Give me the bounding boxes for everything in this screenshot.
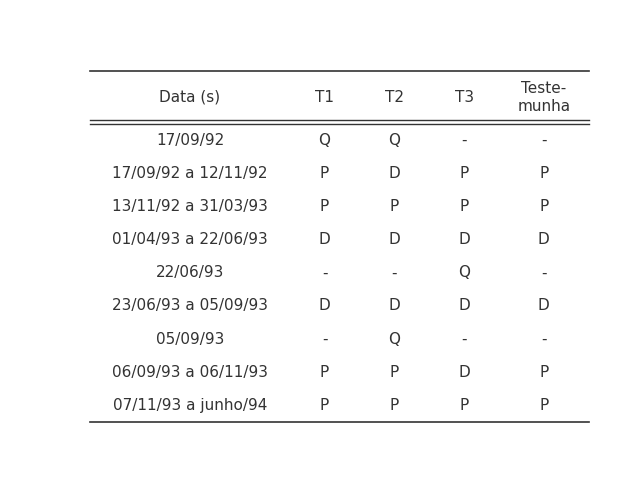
Text: P: P (320, 199, 329, 214)
Text: D: D (388, 232, 400, 247)
Text: 22/06/93: 22/06/93 (156, 265, 224, 281)
Text: D: D (388, 166, 400, 181)
Text: 23/06/93 a 05/09/93: 23/06/93 a 05/09/93 (112, 298, 268, 314)
Text: -: - (541, 133, 547, 148)
Text: 17/09/92 a 12/11/92: 17/09/92 a 12/11/92 (113, 166, 267, 181)
Text: P: P (320, 365, 329, 380)
Text: T1: T1 (315, 90, 334, 105)
Text: 13/11/92 a 31/03/93: 13/11/92 a 31/03/93 (112, 199, 268, 214)
Text: D: D (538, 232, 550, 247)
Text: D: D (319, 298, 331, 314)
Text: P: P (539, 365, 548, 380)
Text: T2: T2 (385, 90, 404, 105)
Text: P: P (390, 199, 399, 214)
Text: P: P (390, 365, 399, 380)
Text: -: - (392, 265, 397, 281)
Text: 07/11/93 a junho/94: 07/11/93 a junho/94 (113, 398, 267, 412)
Text: 01/04/93 a 22/06/93: 01/04/93 a 22/06/93 (112, 232, 268, 247)
Text: -: - (461, 331, 467, 347)
Text: Q: Q (388, 331, 401, 347)
Text: 06/09/93 a 06/11/93: 06/09/93 a 06/11/93 (112, 365, 268, 380)
Text: Q: Q (388, 133, 401, 148)
Text: D: D (458, 232, 470, 247)
Text: D: D (388, 298, 400, 314)
Text: P: P (539, 199, 548, 214)
Text: 05/09/93: 05/09/93 (156, 331, 224, 347)
Text: 17/09/92: 17/09/92 (156, 133, 224, 148)
Text: P: P (460, 199, 469, 214)
Text: P: P (460, 398, 469, 412)
Text: -: - (541, 331, 547, 347)
Text: P: P (320, 166, 329, 181)
Text: D: D (319, 232, 331, 247)
Text: Data (s): Data (s) (159, 90, 221, 105)
Text: Q: Q (318, 133, 331, 148)
Text: D: D (458, 298, 470, 314)
Text: -: - (461, 133, 467, 148)
Text: Q: Q (458, 265, 470, 281)
Text: -: - (541, 265, 547, 281)
Text: Teste-
munha: Teste- munha (517, 81, 570, 114)
Text: -: - (322, 331, 327, 347)
Text: D: D (538, 298, 550, 314)
Text: P: P (390, 398, 399, 412)
Text: P: P (539, 166, 548, 181)
Text: P: P (539, 398, 548, 412)
Text: -: - (322, 265, 327, 281)
Text: P: P (460, 166, 469, 181)
Text: T3: T3 (455, 90, 474, 105)
Text: D: D (458, 365, 470, 380)
Text: P: P (320, 398, 329, 412)
